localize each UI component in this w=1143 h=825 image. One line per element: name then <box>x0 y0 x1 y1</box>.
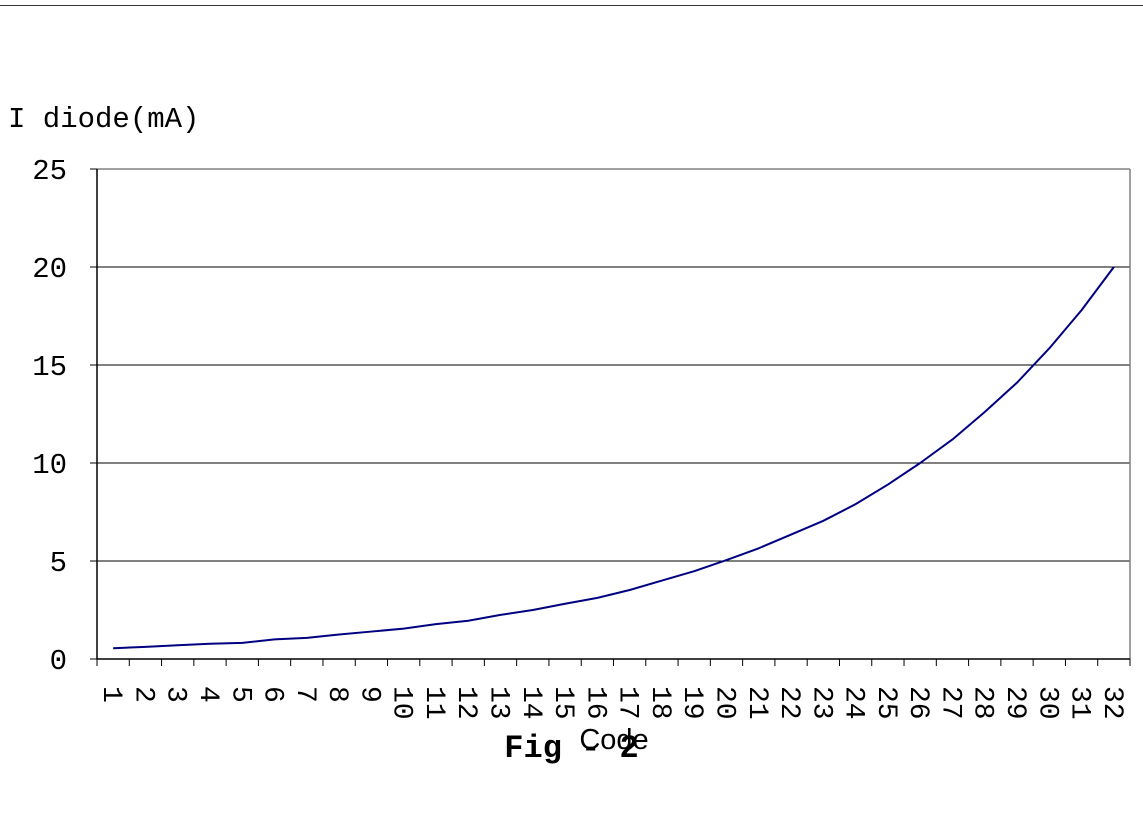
x-axis-label: Code <box>579 724 648 756</box>
y-tick-label: 15 <box>32 351 67 384</box>
x-tick-label: 30 <box>1031 686 1062 720</box>
x-tick-label: 15 <box>547 686 578 720</box>
x-tick-label: 11 <box>418 686 449 720</box>
page-top-rule <box>0 5 1143 6</box>
x-tick-label: 4 <box>192 686 223 703</box>
x-tick-label: 8 <box>321 686 352 703</box>
x-tick-label: 20 <box>708 686 739 720</box>
y-tick-labels: 0 5 10 15 20 25 <box>32 155 67 678</box>
x-tick-label: 3 <box>160 686 191 703</box>
y-tick-label: 10 <box>32 449 67 482</box>
x-tick-label: 31 <box>1064 686 1095 720</box>
x-tick-label: 1 <box>95 686 126 703</box>
x-tick-label: 29 <box>999 686 1030 720</box>
x-tick-label: 22 <box>773 686 804 720</box>
x-tick-label: 25 <box>870 686 901 720</box>
x-tick-label: 14 <box>515 686 546 720</box>
x-tick-label: 6 <box>257 686 288 703</box>
x-tick-label: 24 <box>838 686 869 720</box>
gridlines <box>97 168 1130 562</box>
x-tick-label: 10 <box>386 686 417 720</box>
x-tick-label: 27 <box>934 686 965 720</box>
y-tick-label: 5 <box>50 547 67 580</box>
x-tick-label: 12 <box>450 686 481 720</box>
figure-caption: Fig - 2 <box>504 730 639 767</box>
y-axis-label: I diode(mA) <box>8 103 199 136</box>
x-tick-label: 13 <box>483 686 514 720</box>
x-tick-label: 23 <box>805 686 836 720</box>
x-tick-label: 16 <box>579 686 610 720</box>
x-tick-labels: 1 2 3 4 5 6 7 8 9 10 11 12 13 14 15 16 17 18 19 20 21 22 23 24 2… <box>95 686 1127 720</box>
x-tick-label: 19 <box>676 686 707 720</box>
series-line <box>113 266 1115 650</box>
axes <box>90 168 1131 666</box>
x-tick-label: 18 <box>644 686 675 720</box>
x-tick-label: 9 <box>353 686 384 703</box>
y-tick-label: 25 <box>32 155 67 188</box>
series-layer <box>113 266 1115 650</box>
x-tick-label: 5 <box>224 686 255 703</box>
x-tick-label: 26 <box>902 686 933 720</box>
x-tick-label: 7 <box>289 686 320 703</box>
x-tick-label: 17 <box>612 686 643 720</box>
x-tick-label: 2 <box>127 686 158 703</box>
y-tick-label: 0 <box>50 645 67 678</box>
x-tick-label: 28 <box>967 686 998 720</box>
y-tick-label: 20 <box>32 253 67 286</box>
x-tick-label: 21 <box>741 686 772 720</box>
x-tick-label: 32 <box>1096 686 1127 720</box>
